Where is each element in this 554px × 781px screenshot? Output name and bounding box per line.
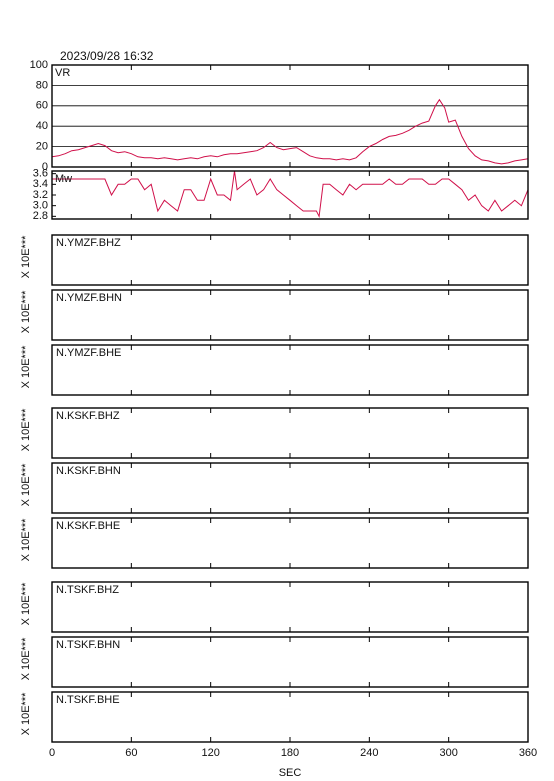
x-tick-label: 360 <box>519 747 537 759</box>
station-label: N.YMZF.BHZ <box>56 237 121 249</box>
panel-frame <box>51 234 529 286</box>
x-tick-label: 120 <box>201 747 219 759</box>
panel-frame <box>51 691 529 743</box>
panel-frame <box>51 289 529 341</box>
chart-title: 2023/09/28 16:32 <box>60 49 154 63</box>
y-tick-label: 100 <box>30 59 48 71</box>
station-y-label: X 10E*** <box>20 290 32 334</box>
station-y-label: X 10E*** <box>20 582 32 626</box>
station-label: N.KSKF.BHZ <box>56 410 120 422</box>
x-tick-label: 0 <box>49 747 55 759</box>
y-tick-label: 60 <box>36 100 48 112</box>
y-tick-label: 3.6 <box>33 168 48 180</box>
data-line <box>52 98 528 165</box>
panel-label: Mw <box>55 173 72 185</box>
station-y-label: X 10E*** <box>20 345 32 389</box>
station-label: N.TSKF.BHN <box>56 639 120 651</box>
y-tick-label: 20 <box>36 141 48 153</box>
station-y-label: X 10E*** <box>20 692 32 736</box>
y-tick-label: 3.2 <box>33 189 48 201</box>
station-label: N.TSKF.BHE <box>56 694 120 706</box>
panel-label: VR <box>55 67 70 79</box>
y-tick-label: 80 <box>36 79 48 91</box>
panel-frame <box>51 462 529 514</box>
station-label: N.TSKF.BHZ <box>56 584 119 596</box>
x-axis-label: SEC <box>279 767 302 779</box>
station-label: N.KSKF.BHE <box>56 520 120 532</box>
station-label: N.YMZF.BHE <box>56 347 121 359</box>
x-tick-label: 240 <box>360 747 378 759</box>
panel-frame <box>51 517 529 569</box>
station-y-label: X 10E*** <box>20 235 32 279</box>
station-y-label: X 10E*** <box>20 518 32 562</box>
y-tick-label: 40 <box>36 120 48 132</box>
station-y-label: X 10E*** <box>20 408 32 452</box>
panel-frame <box>51 170 529 220</box>
x-tick-label: 180 <box>281 747 299 759</box>
station-label: N.YMZF.BHN <box>56 292 122 304</box>
station-y-label: X 10E*** <box>20 637 32 681</box>
y-tick-label: 3.4 <box>33 178 48 190</box>
station-y-label: X 10E*** <box>20 463 32 507</box>
panel-frame <box>51 407 529 459</box>
x-tick-label: 60 <box>125 747 137 759</box>
y-tick-label: 3.0 <box>33 200 48 212</box>
y-tick-label: 0 <box>42 161 48 173</box>
data-line <box>52 171 528 218</box>
y-tick-label: 2.8 <box>33 210 48 222</box>
station-label: N.KSKF.BHN <box>56 465 121 477</box>
panel-frame <box>51 636 529 688</box>
x-tick-label: 300 <box>439 747 457 759</box>
panel-frame <box>51 581 529 633</box>
panel-frame <box>51 344 529 396</box>
